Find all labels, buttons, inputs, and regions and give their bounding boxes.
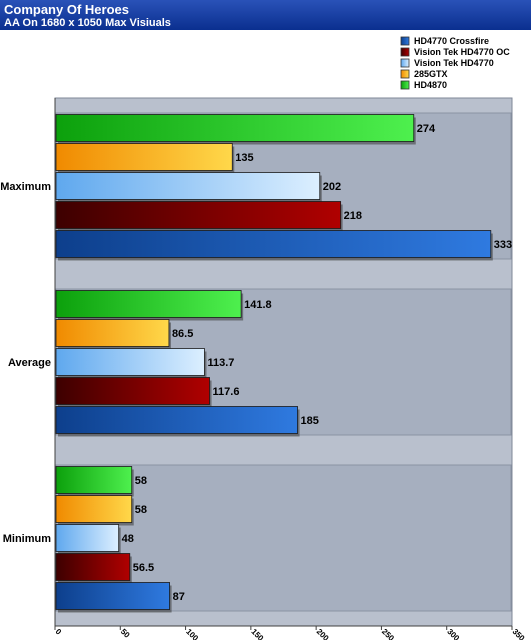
bar-value-label: 58 [135,504,147,516]
bar-value-label: 202 [323,181,341,193]
x-tick-label: 0 [54,627,64,637]
x-tick-label: 50 [119,627,132,640]
legend-swatch [400,58,410,68]
bar-value-label: 185 [301,415,319,427]
x-tick-label: 250 [380,627,396,640]
category-label: Minimum [3,533,51,545]
bar-value-label: 58 [135,475,147,487]
bar [55,495,133,523]
bar-value-label: 86.5 [172,328,193,340]
bar [55,230,492,258]
bar [55,319,170,347]
legend-label: Vision Tek HD4770 [414,58,494,68]
bar [55,553,131,581]
legend-label: 285GTX [414,69,448,79]
legend-swatch [400,80,410,90]
bar-value-label: 117.6 [213,386,240,398]
bar-value-label: 333 [494,239,512,251]
bar [55,377,210,405]
legend-label: HD4770 Crossfire [414,36,489,46]
bar-value-label: 87 [173,591,185,603]
bar [55,143,233,171]
x-tick-label: 100 [184,627,200,640]
legend-label: HD4870 [414,80,447,90]
chart-subtitle: AA On 1680 x 1050 Max Visiuals [4,17,171,29]
bar [55,201,342,229]
bar [55,172,321,200]
bar [55,524,120,552]
chart-title: Company Of Heroes [4,2,129,17]
category-label: Average [8,357,51,369]
legend-swatch [400,69,410,79]
bar-value-label: 274 [417,123,436,135]
bar [55,348,205,376]
bar [55,582,170,610]
category-label: Maximum [0,181,51,193]
x-tick-label: 300 [445,627,461,640]
bar-value-label: 218 [344,210,362,222]
header-band [0,0,531,30]
legend-swatch [400,47,410,57]
bar [55,406,298,434]
bar [55,114,415,142]
bar-value-label: 113.7 [207,357,234,369]
x-tick-label: 200 [315,627,331,640]
bar-value-label: 48 [122,533,134,545]
bar-value-label: 135 [235,152,253,164]
bar [55,466,133,494]
legend-label: Vision Tek HD4770 OC [414,47,510,57]
legend-swatch [400,36,410,46]
x-tick-label: 150 [249,627,265,640]
bar [55,290,242,318]
bar-value-label: 56.5 [133,562,154,574]
x-tick-label: 350 [511,627,527,640]
bar-value-label: 141.8 [244,299,272,311]
